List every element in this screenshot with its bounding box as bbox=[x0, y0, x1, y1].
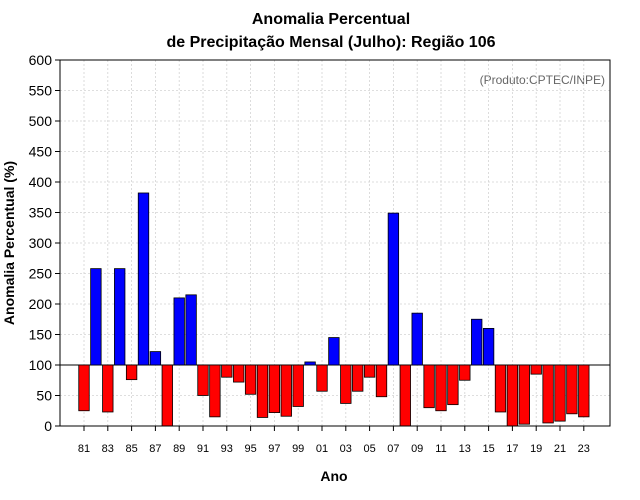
bar-94 bbox=[233, 364, 245, 383]
x-tick-label: 23 bbox=[578, 443, 590, 455]
bar-98 bbox=[280, 364, 292, 417]
bar-21 bbox=[554, 364, 566, 422]
bar-23 bbox=[578, 364, 590, 418]
bar-03 bbox=[340, 364, 352, 404]
y-tick-label: 400 bbox=[29, 174, 53, 190]
bar-11 bbox=[435, 364, 447, 412]
y-tick-label: 100 bbox=[29, 357, 53, 373]
x-tick-label: 21 bbox=[554, 443, 566, 455]
bar-88 bbox=[161, 364, 173, 427]
x-tick-label: 17 bbox=[506, 443, 518, 455]
x-tick-label: 11 bbox=[435, 443, 446, 455]
x-tick-label: 05 bbox=[363, 443, 375, 455]
bar-02 bbox=[328, 337, 340, 366]
bar-09 bbox=[411, 312, 423, 366]
bar-15 bbox=[482, 327, 495, 366]
bar-01 bbox=[316, 364, 328, 392]
x-tick-label: 09 bbox=[411, 443, 423, 455]
x-tick-label: 97 bbox=[268, 443, 280, 455]
bar-04 bbox=[352, 364, 364, 392]
y-tick-label: 0 bbox=[44, 418, 52, 434]
bar-16 bbox=[494, 364, 507, 413]
y-tick-label: 300 bbox=[29, 235, 53, 251]
bar-85 bbox=[125, 364, 138, 381]
bar-22 bbox=[566, 364, 578, 415]
x-tick-label: 83 bbox=[102, 443, 114, 455]
bar-20 bbox=[542, 364, 554, 424]
bar-99 bbox=[292, 364, 304, 407]
y-tick-label: 450 bbox=[29, 144, 53, 160]
bar-14 bbox=[471, 318, 483, 366]
bar-08 bbox=[399, 364, 411, 427]
x-tick-label: 85 bbox=[125, 443, 137, 455]
y-tick-label: 550 bbox=[29, 83, 53, 99]
bar-19 bbox=[530, 364, 542, 375]
bar-00 bbox=[304, 361, 316, 366]
bar-95 bbox=[244, 364, 257, 395]
x-tick-label: 19 bbox=[530, 443, 542, 455]
x-axis-label: Ano bbox=[320, 468, 347, 484]
x-tick-label: 93 bbox=[221, 443, 233, 455]
bar-82 bbox=[90, 268, 102, 366]
bar-89 bbox=[173, 297, 185, 366]
y-tick-label: 600 bbox=[29, 52, 53, 68]
y-tick-label: 250 bbox=[29, 266, 53, 282]
x-tick-label: 81 bbox=[78, 443, 90, 455]
x-tick-label: 15 bbox=[482, 443, 494, 455]
bar-07 bbox=[387, 212, 400, 366]
y-tick-label: 50 bbox=[36, 388, 52, 404]
x-tick-label: 99 bbox=[292, 443, 304, 455]
bar-86 bbox=[137, 192, 150, 366]
y-tick-label: 150 bbox=[29, 327, 53, 343]
bar-06 bbox=[375, 364, 388, 398]
x-tick-label: 01 bbox=[316, 443, 328, 455]
chart-subtitle: de Precipitação Mensal (Julho): Região 1… bbox=[167, 34, 496, 51]
y-axis: 0 50 100 150 200 250 300 350 400 450 500 550 600 bbox=[29, 52, 60, 434]
bar-90 bbox=[185, 294, 197, 366]
x-tick-label: 07 bbox=[387, 443, 399, 455]
bar-97 bbox=[268, 364, 281, 413]
bar-93 bbox=[221, 364, 233, 378]
bar-96 bbox=[256, 364, 269, 418]
bar-05 bbox=[363, 364, 376, 378]
x-tick-label: 13 bbox=[459, 443, 471, 455]
bar-12 bbox=[447, 364, 459, 406]
bar-84 bbox=[114, 268, 126, 366]
x-tick-label: 87 bbox=[149, 443, 161, 455]
credit-label: (Produto:CPTEC/INPE) bbox=[480, 73, 605, 87]
x-tick-label: 91 bbox=[197, 443, 209, 455]
bar-series bbox=[78, 192, 590, 427]
bar-18 bbox=[518, 364, 530, 425]
bar-91 bbox=[197, 364, 209, 396]
bar-13 bbox=[459, 364, 471, 381]
x-tick-label: 89 bbox=[173, 443, 185, 455]
bar-81 bbox=[78, 364, 90, 412]
y-axis-label: Anomalia Percentual (%) bbox=[1, 161, 17, 325]
bar-92 bbox=[209, 364, 221, 418]
x-tick-label: 03 bbox=[340, 443, 352, 455]
bar-10 bbox=[423, 364, 435, 409]
y-tick-label: 500 bbox=[29, 113, 53, 129]
x-axis: 81 83 85 87 89 91 93 95 97 99 01 03 05 07 09 11 13 15 17 19… bbox=[78, 426, 590, 455]
bar-17 bbox=[506, 364, 519, 427]
bar-83 bbox=[102, 364, 114, 413]
y-tick-label: 200 bbox=[29, 296, 53, 312]
bar-87 bbox=[149, 351, 162, 366]
chart-title: Anomalia Percentual bbox=[252, 11, 410, 28]
y-tick-label: 350 bbox=[29, 205, 53, 221]
x-tick-label: 95 bbox=[244, 443, 256, 455]
